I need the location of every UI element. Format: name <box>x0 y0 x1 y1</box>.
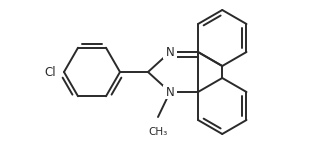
Bar <box>163 45 177 59</box>
Text: N: N <box>165 86 174 98</box>
Text: Cl: Cl <box>44 66 56 78</box>
Bar <box>163 85 177 99</box>
Text: N: N <box>165 46 174 58</box>
Text: CH₃: CH₃ <box>148 127 168 137</box>
